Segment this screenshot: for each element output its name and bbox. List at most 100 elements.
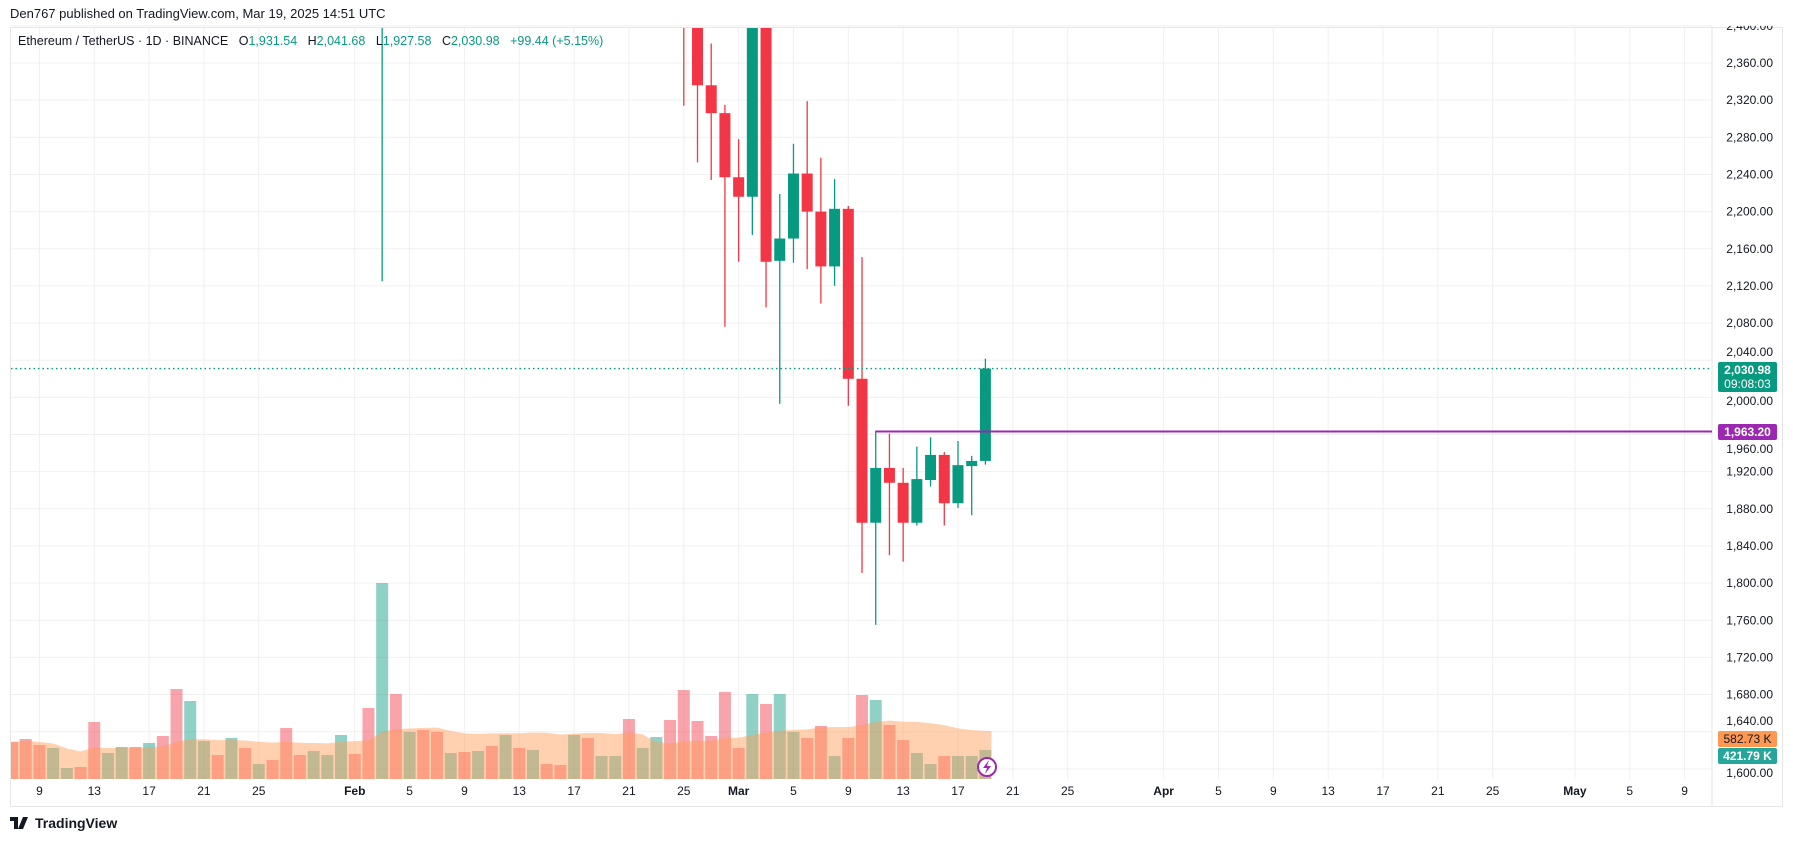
volume-bar [691, 721, 704, 779]
x-tick-label: 9 [461, 784, 468, 798]
y-tick-label: 1,720.00 [1726, 650, 1773, 664]
volume-bar [581, 737, 594, 779]
y-tick-label: 2,360.00 [1726, 56, 1773, 70]
volume-bar [705, 735, 718, 779]
volume-bar [348, 753, 361, 779]
x-tick-label: 17 [1376, 784, 1390, 798]
volume-bar [362, 707, 375, 779]
volume-bar [718, 691, 731, 779]
last-price: 2,030.98 [1724, 363, 1771, 377]
volume-series [11, 583, 992, 779]
y-tick-label: 2,160.00 [1726, 242, 1773, 256]
volume-bar [88, 721, 101, 779]
volume-bar [732, 747, 745, 779]
open-value: 1,931.54 [248, 34, 298, 48]
x-tick-label: 9 [1270, 784, 1277, 798]
volume-bar [225, 737, 238, 779]
price-axis: 1,600.00 1,640.00 1,680.00 1,720.00 1,760.00… [1726, 19, 1773, 780]
y-tick-label: 1,640.00 [1726, 714, 1773, 728]
volume-bar [19, 739, 32, 779]
candle-body [979, 368, 991, 461]
volume-bar [156, 735, 169, 779]
tradingview-brand[interactable]: TradingView [10, 815, 117, 831]
volume-bar [307, 751, 320, 779]
low-label: L [375, 34, 383, 48]
x-tick-label: 25 [677, 784, 691, 798]
volume-bar [101, 753, 114, 779]
x-tick-label: 17 [951, 784, 965, 798]
x-tick-label: 13 [896, 784, 910, 798]
candle-body [938, 454, 950, 504]
alert-lightning-icon[interactable] [977, 757, 997, 777]
volume-bar [431, 731, 444, 779]
volume-bar [184, 701, 197, 779]
candle-body [911, 479, 923, 523]
volume-bar [321, 755, 334, 779]
y-tick-label: 1,760.00 [1726, 613, 1773, 627]
y-tick-label: 2,320.00 [1726, 93, 1773, 107]
volume-bar [883, 725, 896, 779]
volume-bar [499, 735, 512, 779]
candle-body [842, 208, 854, 379]
volume-bar [526, 749, 539, 779]
volume-bar [554, 765, 567, 779]
x-tick-label: 13 [88, 784, 102, 798]
close-label: C [441, 34, 451, 48]
volume-bar [458, 751, 471, 779]
volume-bar [170, 689, 183, 779]
volume-bar [197, 741, 210, 779]
volume-bar [650, 737, 663, 779]
y-tick-label: 2,200.00 [1726, 205, 1773, 219]
volume-bar [293, 755, 306, 779]
volume-bar [773, 693, 786, 779]
y-tick-label: 2,240.00 [1726, 167, 1773, 181]
last-price-tag: 2,030.98 09:08:03 [1718, 362, 1777, 392]
candle-body [705, 85, 717, 114]
change-value: +99.44 (+5.15%) [510, 34, 604, 48]
low-value: 1,927.58 [382, 34, 432, 48]
volume-bar [636, 747, 649, 779]
volume-bar [266, 759, 279, 779]
x-tick-label: Feb [344, 784, 365, 798]
volume-bar [444, 753, 457, 779]
volume-bar [335, 735, 348, 779]
volume-bar [595, 755, 608, 779]
x-tick-label: 21 [1431, 784, 1445, 798]
volume-bar [540, 763, 553, 779]
volume-bar [622, 719, 635, 779]
volume-bar [787, 731, 800, 779]
y-tick-label: 2,000.00 [1726, 394, 1773, 408]
volume-bar [828, 755, 841, 779]
y-tick-label: 2,120.00 [1726, 279, 1773, 293]
candle-body [692, 28, 703, 86]
x-tick-label: 5 [790, 784, 797, 798]
volume-bar [129, 747, 142, 779]
volume-bar [746, 693, 759, 779]
volume-bar [389, 693, 402, 779]
x-tick-label: 25 [1061, 784, 1075, 798]
chart-pane[interactable] [10, 27, 1783, 807]
candle-body [787, 173, 799, 239]
symbol-name[interactable]: Ethereum / TetherUS · 1D · BINANCE [18, 34, 229, 48]
y-tick-label: 1,800.00 [1726, 576, 1773, 590]
y-tick-label: 1,680.00 [1726, 688, 1773, 702]
volume-bar [677, 690, 690, 779]
x-tick-label: 9 [1681, 784, 1688, 798]
x-tick-label: 21 [1006, 784, 1020, 798]
volume-bar [60, 767, 73, 779]
volume-bar [869, 699, 882, 779]
volume-bar [856, 695, 869, 779]
volume-ma-area [11, 720, 992, 779]
volume-bar [951, 755, 964, 779]
x-tick-label: 25 [1486, 784, 1500, 798]
y-tick-label: 2,080.00 [1726, 316, 1773, 330]
x-tick-label: Mar [728, 784, 750, 798]
x-tick-label: May [1563, 784, 1587, 798]
volume-bar [965, 755, 978, 779]
high-value: 2,041.68 [316, 34, 366, 48]
volume-bar [910, 753, 923, 779]
candle-body [746, 28, 758, 197]
y-tick-label: 2,040.00 [1726, 345, 1773, 359]
candle-body [801, 173, 813, 212]
